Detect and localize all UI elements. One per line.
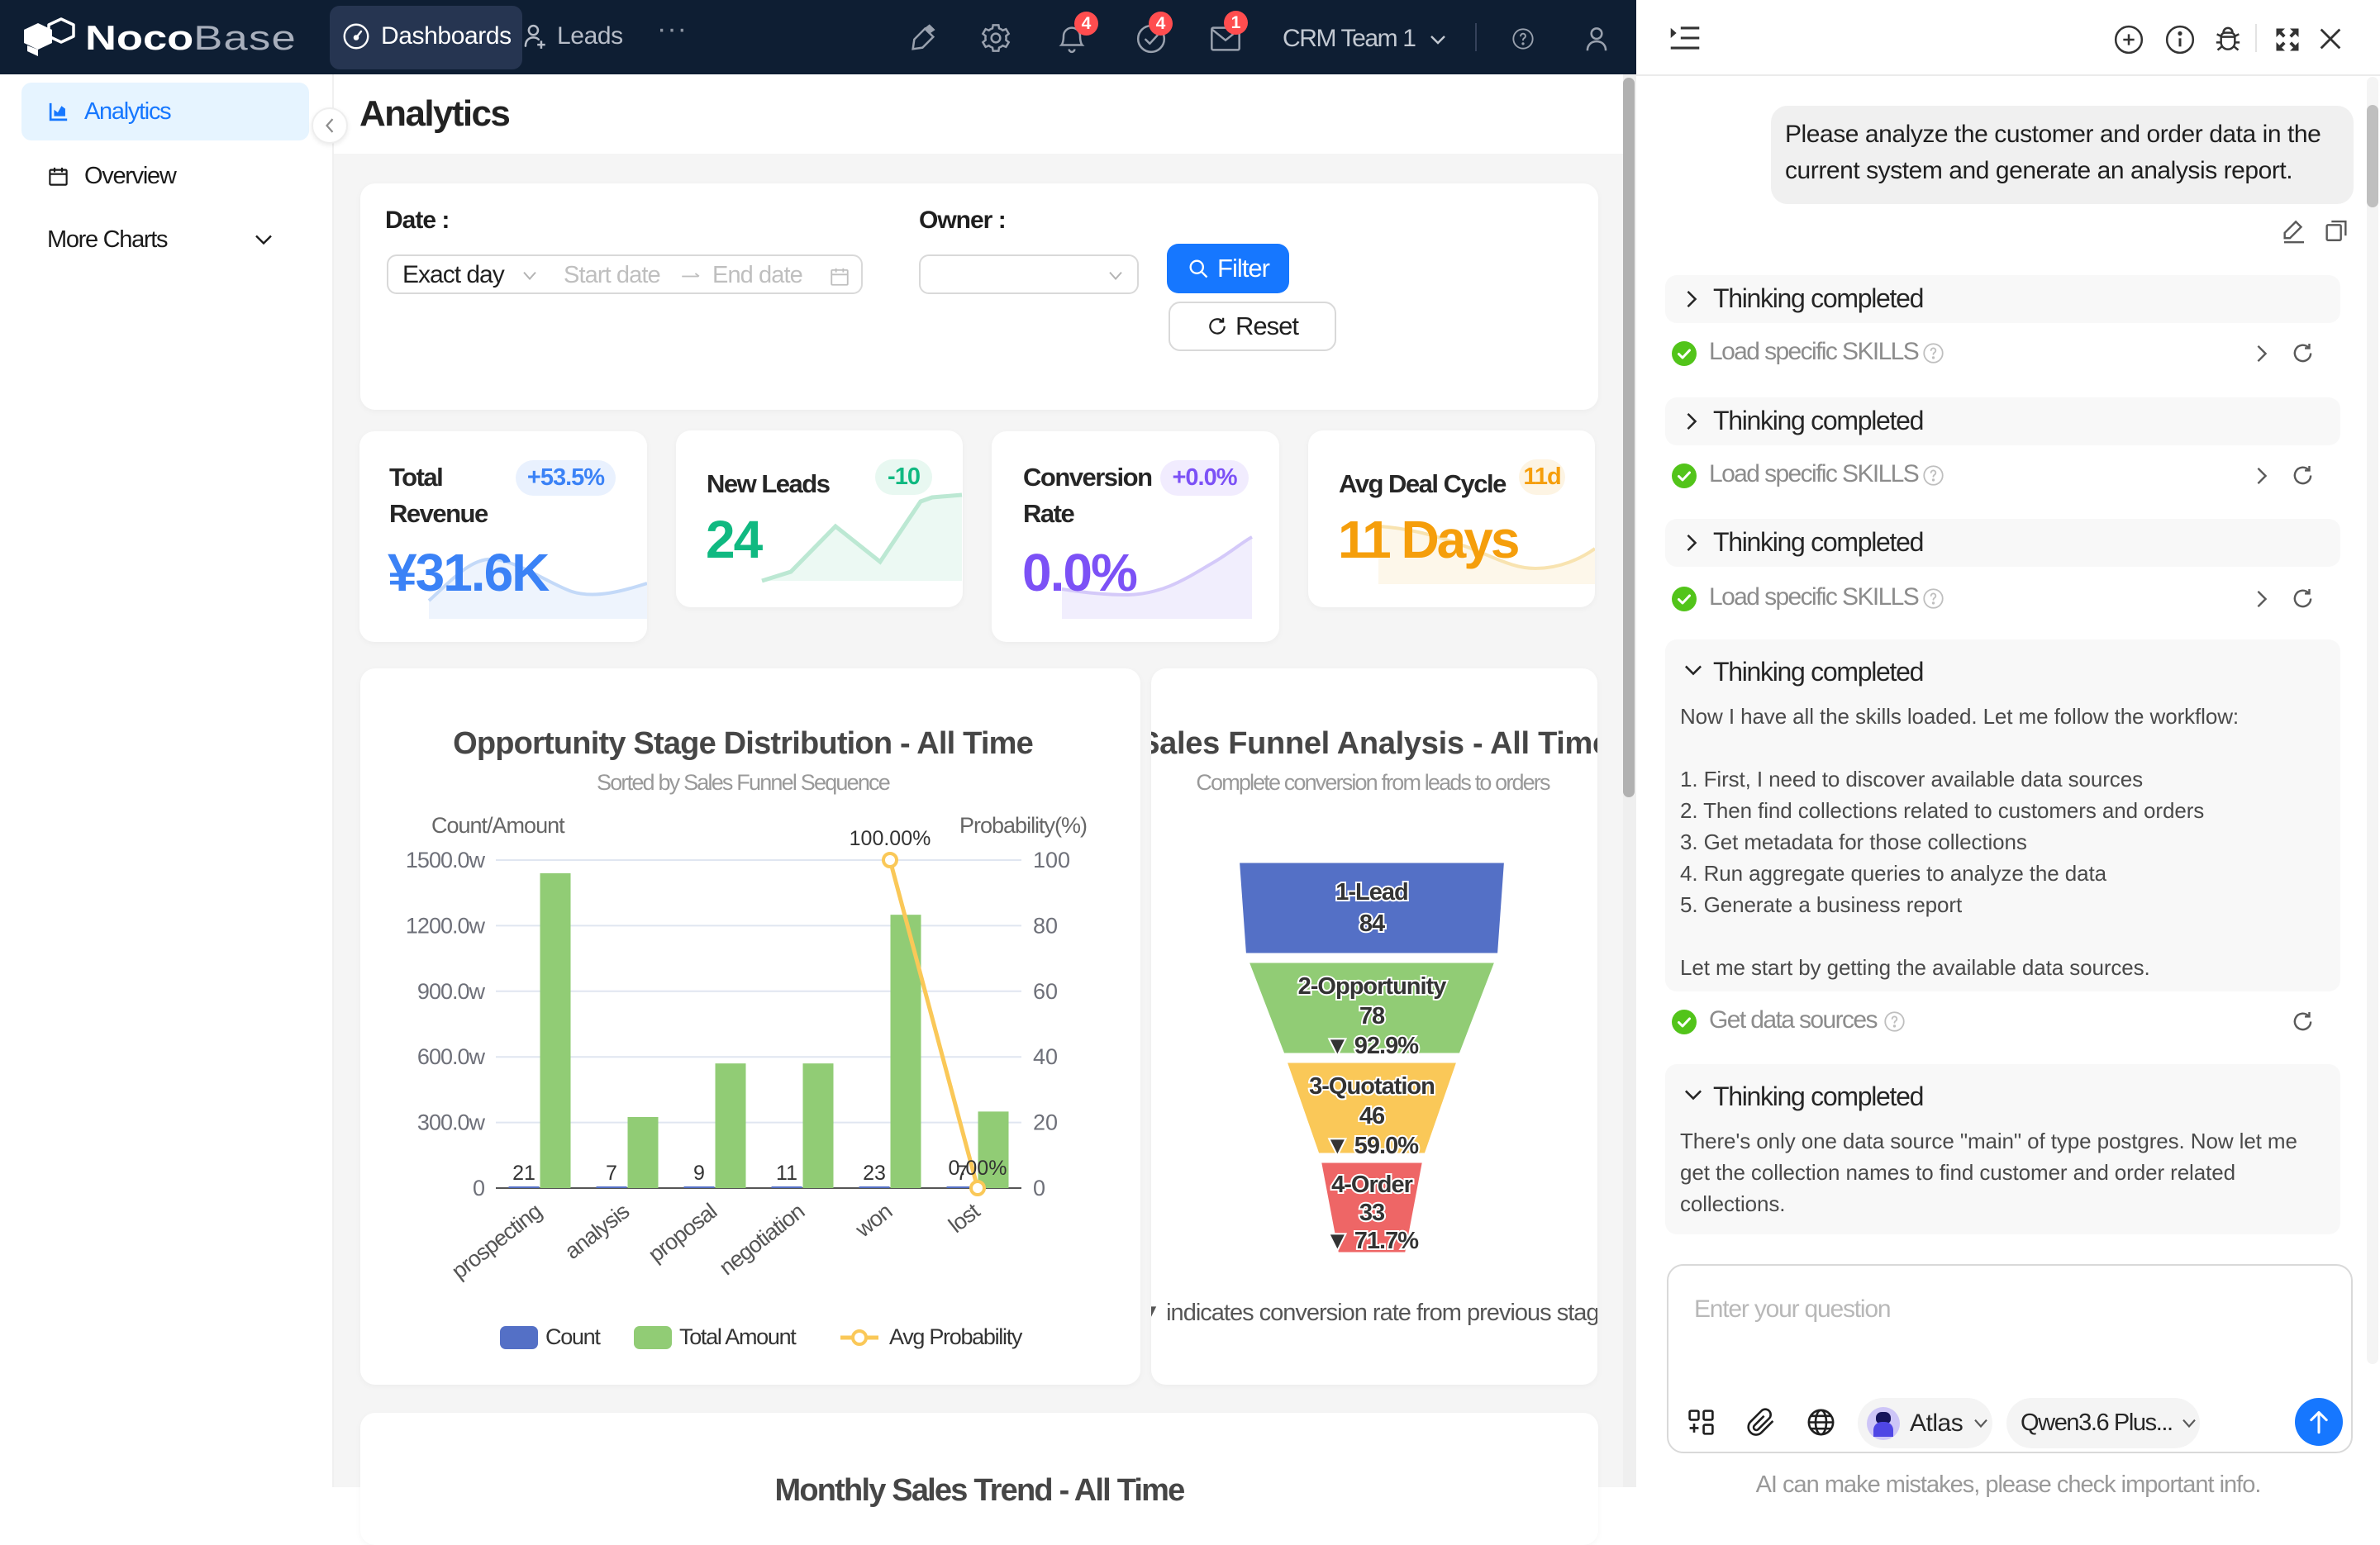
svg-text:3-Quotation: 3-Quotation [1309, 1073, 1435, 1100]
svg-text:negotiation: negotiation [715, 1199, 809, 1280]
svg-text:Complete conversion from leads: Complete conversion from leads to orders [1196, 770, 1550, 795]
svg-text:1-Lead: 1-Lead [1335, 879, 1407, 906]
svg-text:2-Opportunity: 2-Opportunity [1298, 973, 1447, 1000]
svg-text:600.0w: 600.0w [417, 1044, 486, 1069]
svg-text:1200.0w: 1200.0w [406, 913, 486, 938]
svg-text:84: 84 [1359, 910, 1385, 937]
svg-text:78: 78 [1359, 1003, 1385, 1029]
svg-text:100: 100 [1033, 848, 1070, 872]
svg-text:9: 9 [693, 1162, 705, 1185]
svg-text:100.00%: 100.00% [850, 827, 931, 850]
svg-text:1500.0w: 1500.0w [406, 848, 486, 872]
svg-text:0: 0 [1033, 1176, 1045, 1200]
svg-text:lost: lost [944, 1198, 985, 1238]
svg-text:Avg Probability: Avg Probability [889, 1324, 1023, 1349]
svg-text:23: 23 [863, 1162, 886, 1185]
svg-text:60: 60 [1033, 979, 1058, 1004]
svg-text:4-Order: 4-Order [1331, 1172, 1412, 1198]
svg-text:▼ 71.7%: ▼ 71.7% [1326, 1228, 1419, 1254]
svg-text:40: 40 [1033, 1044, 1058, 1069]
svg-text:0.00%: 0.00% [949, 1157, 1007, 1180]
svg-text:analysis: analysis [560, 1199, 634, 1264]
svg-text:7: 7 [606, 1162, 617, 1185]
svg-text:Probability(%): Probability(%) [959, 813, 1087, 838]
svg-text:7: 7 [956, 1162, 968, 1185]
svg-text:Sorted by Sales Funnel Sequenc: Sorted by Sales Funnel Sequence [597, 770, 890, 795]
svg-text:▼ 59.0%: ▼ 59.0% [1326, 1133, 1419, 1159]
svg-text:prospecting: prospecting [447, 1199, 546, 1284]
svg-text:▼ indicates conversion rate fr: ▼ indicates conversion rate from previou… [1151, 1300, 1597, 1326]
svg-text:900.0w: 900.0w [417, 979, 486, 1004]
svg-text:Sales Funnel Analysis - All Ti: Sales Funnel Analysis - All Time [1151, 726, 1597, 761]
svg-text:Count/Amount: Count/Amount [431, 813, 565, 838]
svg-text:Total Amount: Total Amount [679, 1324, 797, 1349]
svg-text:won: won [850, 1199, 897, 1243]
svg-text:proposal: proposal [644, 1199, 721, 1267]
svg-text:300.0w: 300.0w [417, 1110, 486, 1135]
svg-text:11: 11 [776, 1162, 797, 1185]
svg-text:80: 80 [1033, 913, 1058, 938]
svg-text:21: 21 [512, 1162, 536, 1185]
svg-text:▼ 92.9%: ▼ 92.9% [1326, 1033, 1419, 1059]
svg-text:20: 20 [1033, 1110, 1058, 1135]
svg-text:Count: Count [545, 1324, 601, 1349]
svg-text:0: 0 [473, 1176, 484, 1200]
svg-text:33: 33 [1359, 1200, 1385, 1226]
svg-text:Opportunity Stage Distribution: Opportunity Stage Distribution - All Tim… [453, 726, 1033, 761]
svg-text:46: 46 [1359, 1103, 1385, 1129]
